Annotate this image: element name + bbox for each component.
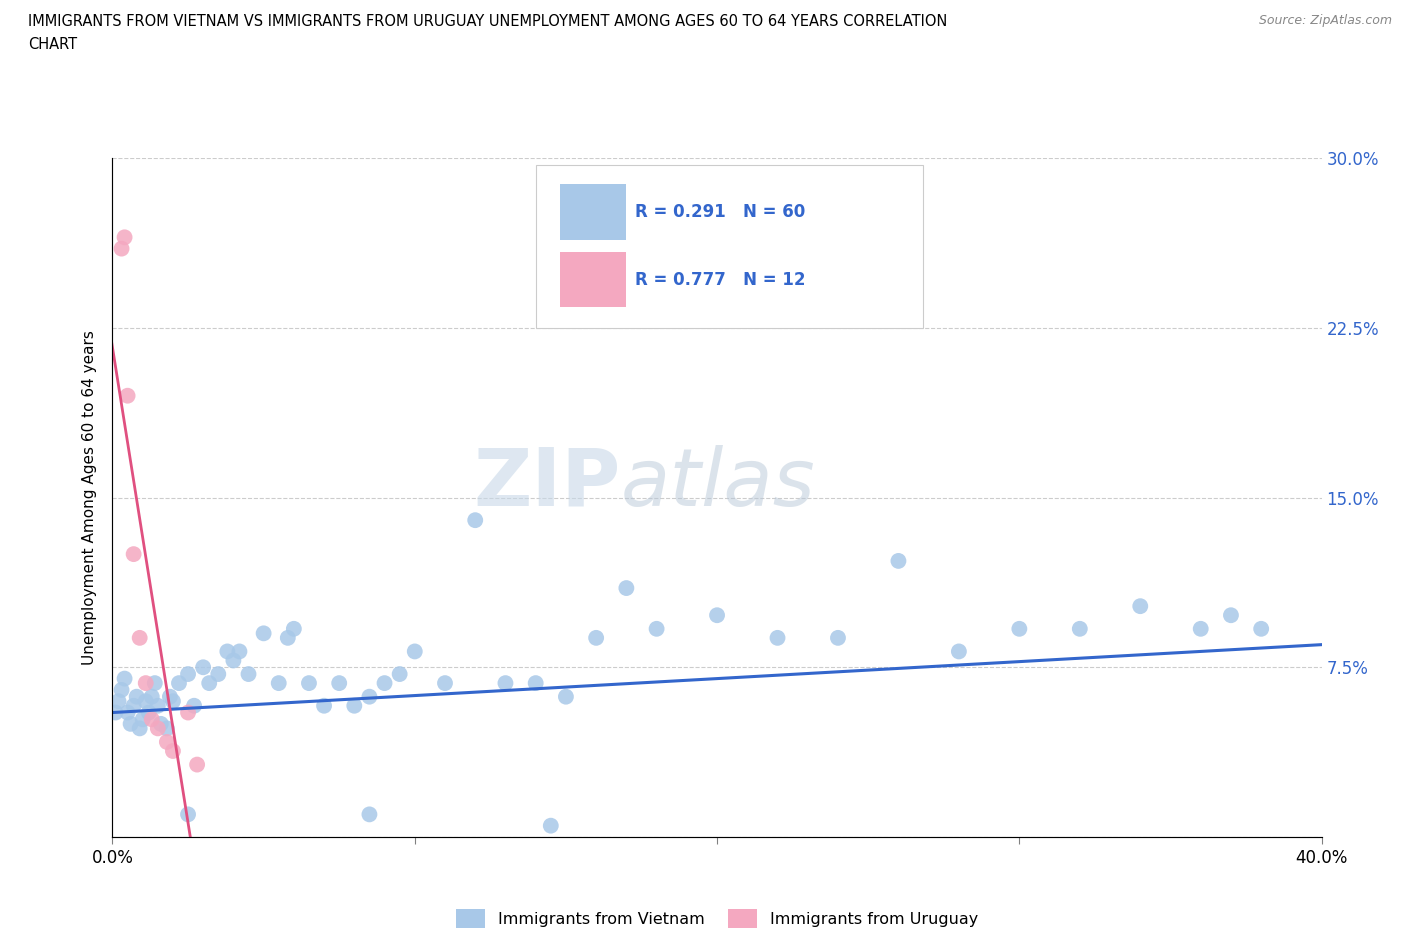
Point bbox=[277, 631, 299, 645]
Point bbox=[616, 580, 638, 595]
Point bbox=[162, 694, 184, 709]
Point bbox=[141, 689, 163, 704]
Point bbox=[524, 676, 547, 691]
Point bbox=[207, 667, 229, 682]
Point bbox=[114, 671, 136, 686]
Point bbox=[228, 644, 250, 658]
FancyBboxPatch shape bbox=[560, 252, 626, 308]
Text: R = 0.291   N = 60: R = 0.291 N = 60 bbox=[636, 204, 806, 221]
Point bbox=[1220, 608, 1243, 623]
Point bbox=[766, 631, 789, 645]
Point bbox=[104, 705, 127, 720]
Point bbox=[1129, 599, 1152, 614]
Point bbox=[948, 644, 970, 658]
Point bbox=[217, 644, 239, 658]
Point bbox=[238, 667, 260, 682]
Y-axis label: Unemployment Among Ages 60 to 64 years: Unemployment Among Ages 60 to 64 years bbox=[82, 330, 97, 665]
Point bbox=[827, 631, 849, 645]
Point bbox=[253, 626, 276, 641]
Point bbox=[186, 757, 208, 772]
Point bbox=[128, 721, 150, 736]
Point bbox=[177, 667, 200, 682]
FancyBboxPatch shape bbox=[560, 184, 626, 240]
Text: IMMIGRANTS FROM VIETNAM VS IMMIGRANTS FROM URUGUAY UNEMPLOYMENT AMONG AGES 60 TO: IMMIGRANTS FROM VIETNAM VS IMMIGRANTS FR… bbox=[28, 14, 948, 29]
Point bbox=[162, 744, 184, 759]
Point bbox=[146, 721, 169, 736]
Point bbox=[135, 694, 157, 709]
Point bbox=[128, 631, 150, 645]
Point bbox=[1250, 621, 1272, 636]
Point bbox=[141, 711, 163, 726]
Point bbox=[374, 676, 396, 691]
Point bbox=[107, 694, 129, 709]
Point bbox=[433, 676, 456, 691]
Point bbox=[110, 241, 132, 256]
Text: R = 0.777   N = 12: R = 0.777 N = 12 bbox=[636, 272, 806, 289]
Point bbox=[114, 230, 136, 245]
Point bbox=[1008, 621, 1031, 636]
Point bbox=[125, 689, 148, 704]
Point bbox=[183, 698, 205, 713]
Point bbox=[156, 735, 179, 750]
Point bbox=[328, 676, 350, 691]
Point bbox=[167, 676, 190, 691]
Point bbox=[645, 621, 668, 636]
Point bbox=[138, 705, 160, 720]
Point bbox=[191, 660, 214, 675]
Text: atlas: atlas bbox=[620, 445, 815, 523]
Point bbox=[117, 705, 139, 720]
Point bbox=[1069, 621, 1091, 636]
Point bbox=[149, 716, 172, 731]
Legend: Immigrants from Vietnam, Immigrants from Uruguay: Immigrants from Vietnam, Immigrants from… bbox=[450, 903, 984, 930]
Text: Source: ZipAtlas.com: Source: ZipAtlas.com bbox=[1258, 14, 1392, 27]
Point bbox=[110, 683, 132, 698]
Point bbox=[132, 711, 155, 726]
Point bbox=[143, 676, 166, 691]
Point bbox=[706, 608, 728, 623]
Point bbox=[388, 667, 411, 682]
Point bbox=[495, 676, 517, 691]
Point bbox=[298, 676, 321, 691]
Point bbox=[122, 698, 145, 713]
Point bbox=[122, 547, 145, 562]
Point bbox=[1189, 621, 1212, 636]
Point bbox=[117, 389, 139, 404]
Point bbox=[554, 689, 576, 704]
Point bbox=[464, 512, 486, 527]
Point bbox=[267, 676, 290, 691]
Text: ZIP: ZIP bbox=[472, 445, 620, 523]
Point bbox=[359, 689, 381, 704]
Point bbox=[359, 807, 381, 822]
Point bbox=[343, 698, 366, 713]
Point bbox=[198, 676, 221, 691]
Point bbox=[156, 721, 179, 736]
Point bbox=[314, 698, 336, 713]
Point bbox=[887, 553, 910, 568]
Point bbox=[222, 653, 245, 668]
FancyBboxPatch shape bbox=[536, 165, 922, 328]
Point bbox=[585, 631, 607, 645]
Point bbox=[135, 676, 157, 691]
Point bbox=[177, 705, 200, 720]
Point bbox=[146, 698, 169, 713]
Point bbox=[404, 644, 426, 658]
Point bbox=[540, 818, 562, 833]
Point bbox=[283, 621, 305, 636]
Point bbox=[159, 689, 181, 704]
Text: CHART: CHART bbox=[28, 37, 77, 52]
Point bbox=[177, 807, 200, 822]
Point bbox=[120, 716, 142, 731]
